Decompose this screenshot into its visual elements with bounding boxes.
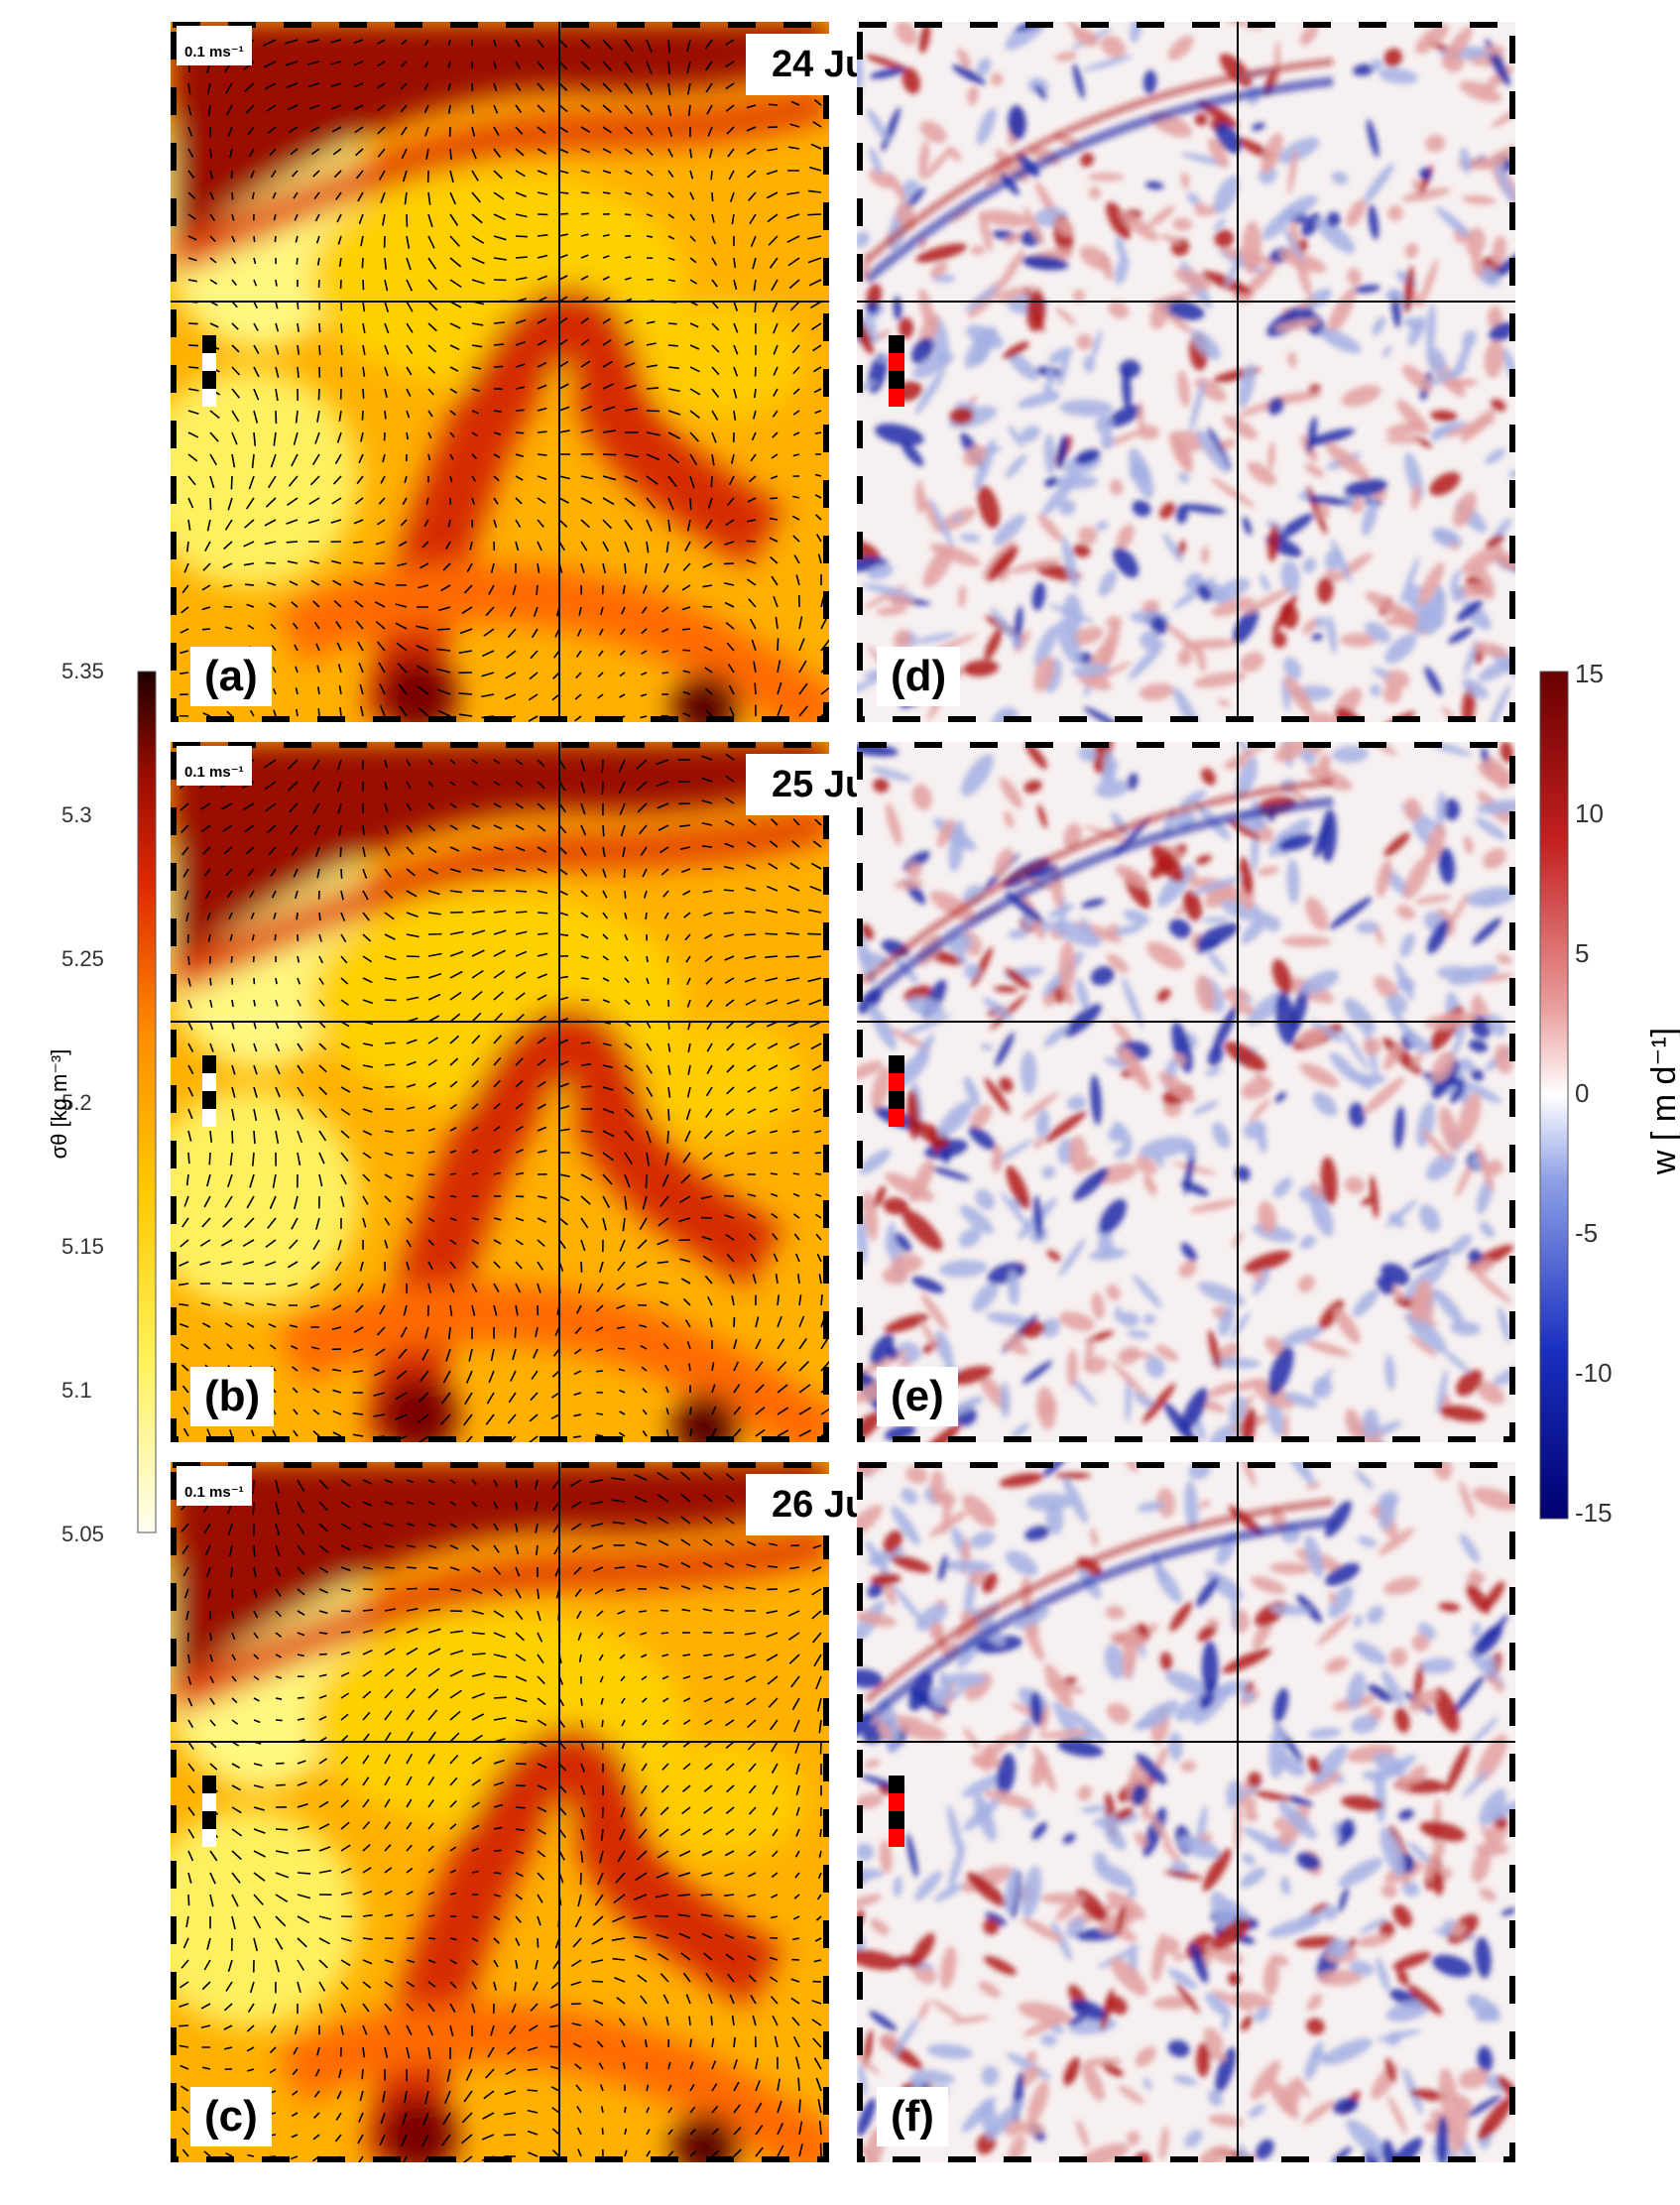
density-colorbar-label: σθ [kg m⁻³] — [47, 1048, 71, 1160]
density-field — [171, 1462, 829, 2162]
w-colorbar-tick: 15 — [1575, 659, 1604, 688]
density-colorbar-tick: 5.25 — [61, 946, 104, 971]
density-panel-a: 0.1 ms⁻¹ (a) — [171, 22, 829, 722]
w-colorbar-tick: 10 — [1575, 798, 1604, 828]
panel-label-c: (c) — [190, 2087, 272, 2146]
panel-label-d: (d) — [877, 647, 961, 706]
w-panel-d: (d) — [857, 22, 1515, 722]
velocity-scale-label: 0.1 ms⁻¹ — [177, 1466, 252, 1506]
velocity-scale-label: 0.1 ms⁻¹ — [177, 26, 252, 65]
density-colorbar-tick: 5.15 — [61, 1234, 104, 1259]
density-panel-b: 0.1 ms⁻¹ (b) — [171, 742, 829, 1442]
w-panel-e: (e) — [857, 742, 1515, 1442]
density-colorbar-tick: 5.3 — [61, 802, 92, 827]
w-field — [857, 1462, 1515, 2162]
w-field — [857, 22, 1515, 722]
panel-label-f: (f) — [877, 2087, 948, 2146]
density-panel-c: 0.1 ms⁻¹ (c) — [171, 1462, 829, 2162]
panel-label-e: (e) — [877, 1367, 958, 1426]
density-colorbar-tick: 5.05 — [61, 1522, 104, 1546]
w-colorbar-label: w [ m d⁻¹] — [1645, 1027, 1680, 1175]
density-colorbar-tick: 5.35 — [61, 659, 104, 683]
density-colorbar-tick: 5.2 — [61, 1090, 92, 1115]
w-colorbar-tick: -10 — [1575, 1358, 1613, 1388]
w-panel-f: (f) — [857, 1462, 1515, 2162]
w-colorbar — [1539, 671, 1569, 1520]
panel-label-b: (b) — [190, 1367, 275, 1426]
density-colorbar — [137, 671, 157, 1533]
panel-label-a: (a) — [190, 647, 272, 706]
w-colorbar-tick: -5 — [1575, 1218, 1599, 1248]
w-colorbar-tick: 5 — [1575, 938, 1590, 968]
density-colorbar-tick: 5.1 — [61, 1378, 92, 1403]
w-colorbar-tick: -15 — [1575, 1498, 1613, 1528]
density-field — [171, 22, 829, 722]
w-colorbar-tick: 0 — [1575, 1078, 1590, 1108]
velocity-scale-label: 0.1 ms⁻¹ — [177, 746, 252, 786]
density-field — [171, 742, 829, 1442]
w-field — [857, 742, 1515, 1442]
